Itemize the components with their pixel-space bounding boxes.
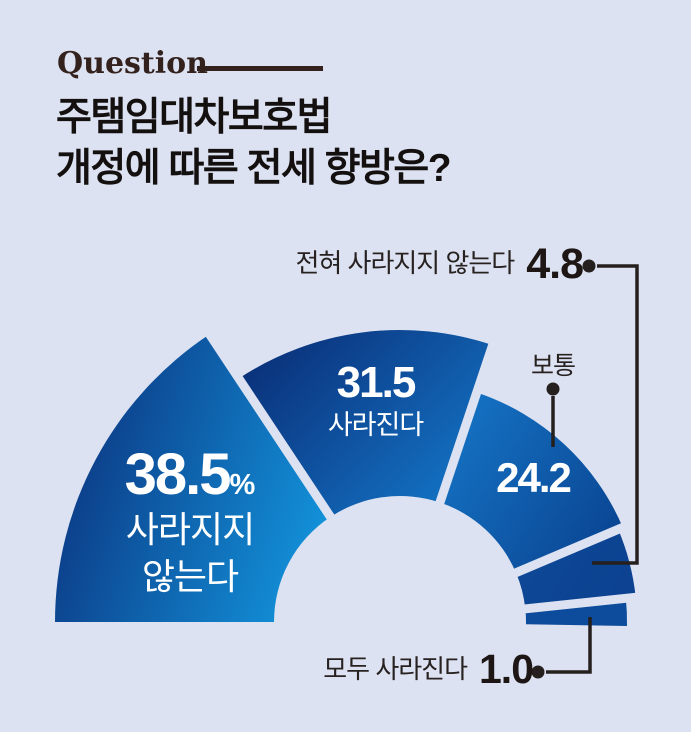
callout-dot <box>582 259 596 273</box>
title-line-2: 개정에 따른 전세 향방은? <box>56 147 452 190</box>
segment-label-neutral-value: 24.2 <box>468 456 598 500</box>
eyebrow-rule <box>197 66 323 71</box>
segment-label-wont-disappear: 38.5% 사라지지 않는다 <box>70 446 310 598</box>
segment-label-text: 않는다 <box>141 556 239 597</box>
callout-neutral: 보통 <box>513 346 593 382</box>
callout-line <box>546 617 592 674</box>
segment-gap <box>433 241 532 512</box>
callout-not-disappear-at-all: 전혀 사라지지 않는다 4.8 <box>295 240 584 289</box>
segment-label-text: 사라지지 <box>125 509 255 550</box>
segment-gap <box>175 285 339 527</box>
segment-value: 38.5% <box>124 442 256 507</box>
callout-text: 보통 <box>530 352 576 380</box>
callout-text: 전혀 사라지지 않는다 <box>295 248 515 278</box>
gauge-segment-2 <box>440 392 623 573</box>
callout-text: 모두 사라진다 <box>323 654 468 684</box>
segment-gap <box>516 586 691 615</box>
segment-label-disappear: 31.5 사라진다 <box>298 360 453 441</box>
callout-line <box>592 264 639 565</box>
callout-all-disappear: 모두 사라진다 1.0 <box>323 646 534 693</box>
page-title: 주탬임대차보호법 개정에 따른 전세 향방은? <box>56 92 452 194</box>
callout-dot <box>531 665 545 679</box>
callout-value: 1.0 <box>479 646 534 692</box>
callout-value: 4.8 <box>526 240 584 288</box>
question-eyebrow: Question <box>57 46 208 81</box>
segment-value: 31.5 <box>336 358 417 407</box>
segment-label-text: 사라진다 <box>327 410 424 440</box>
gauge-segment-3 <box>516 529 636 609</box>
segment-value: 24.2 <box>496 454 572 501</box>
title-line-1: 주탬임대차보호법 <box>56 96 333 139</box>
callout-dot <box>546 382 560 396</box>
gauge-segment-0 <box>55 334 331 622</box>
